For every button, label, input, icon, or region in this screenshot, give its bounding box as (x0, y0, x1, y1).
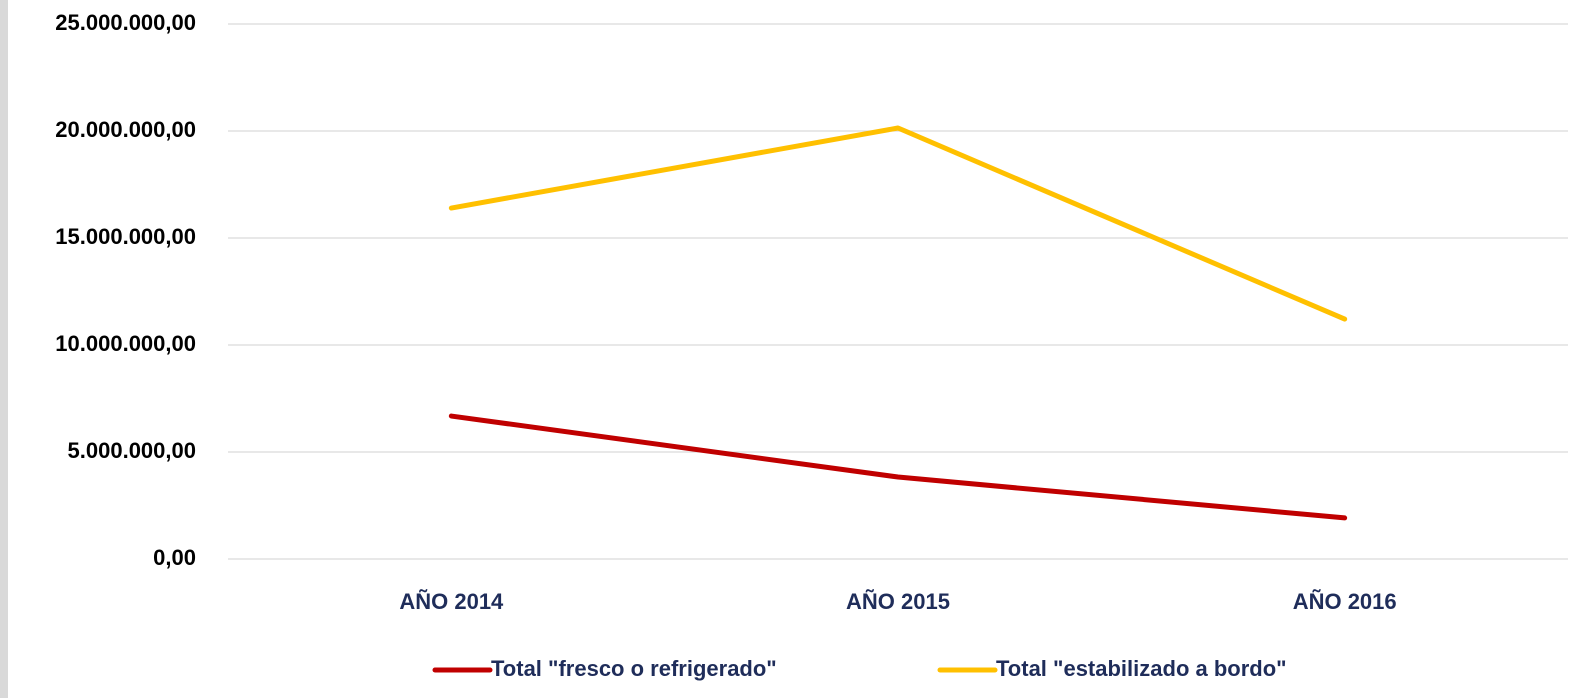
x-tick-label: AÑO 2016 (1293, 589, 1397, 614)
x-tick-label: AÑO 2015 (846, 589, 950, 614)
y-tick-label: 20.000.000,00 (55, 117, 196, 142)
legend-label: Total "fresco o refrigerado" (491, 656, 777, 681)
series-line (448, 125, 1348, 322)
left-border (0, 0, 8, 698)
y-tick-label: 5.000.000,00 (68, 438, 196, 463)
series-line (448, 413, 1348, 521)
x-tick-label: AÑO 2014 (399, 589, 504, 614)
legend-label: Total "estabilizado a bordo" (996, 656, 1287, 681)
y-tick-label: 0,00 (153, 545, 196, 570)
y-tick-label: 15.000.000,00 (55, 224, 196, 249)
y-tick-label: 10.000.000,00 (55, 331, 196, 356)
y-tick-label: 25.000.000,00 (55, 10, 196, 35)
